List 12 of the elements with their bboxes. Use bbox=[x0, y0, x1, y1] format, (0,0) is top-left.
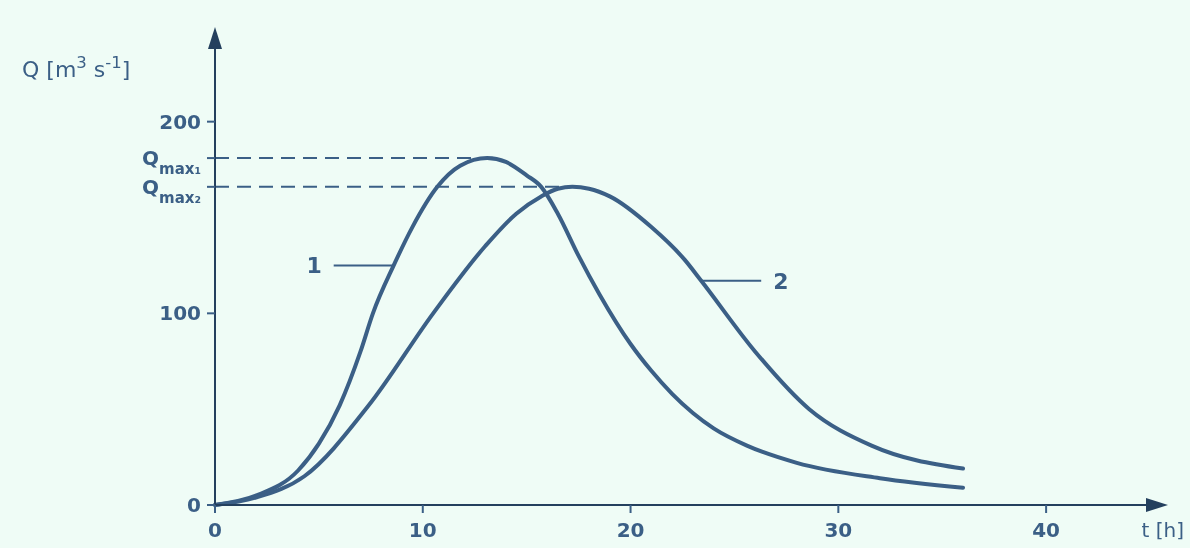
x-tick-label: 20 bbox=[616, 518, 645, 542]
x-tick-label: 10 bbox=[408, 518, 437, 542]
y-tick-label: 200 bbox=[159, 109, 201, 134]
text: 1 bbox=[306, 253, 322, 279]
x-axis-title: t [h] bbox=[1141, 518, 1184, 542]
y-axis-title: Q [m$^{3}$ s$^{-1}$] bbox=[22, 52, 131, 82]
x-tick-label: 40 bbox=[1032, 518, 1061, 542]
legend-label: 2 bbox=[773, 268, 789, 294]
y-tick-label: 0 bbox=[187, 493, 201, 517]
x-tick-label: 0 bbox=[208, 518, 222, 542]
y-tick-label: 100 bbox=[159, 301, 201, 326]
x-tick-label: 30 bbox=[824, 518, 853, 542]
